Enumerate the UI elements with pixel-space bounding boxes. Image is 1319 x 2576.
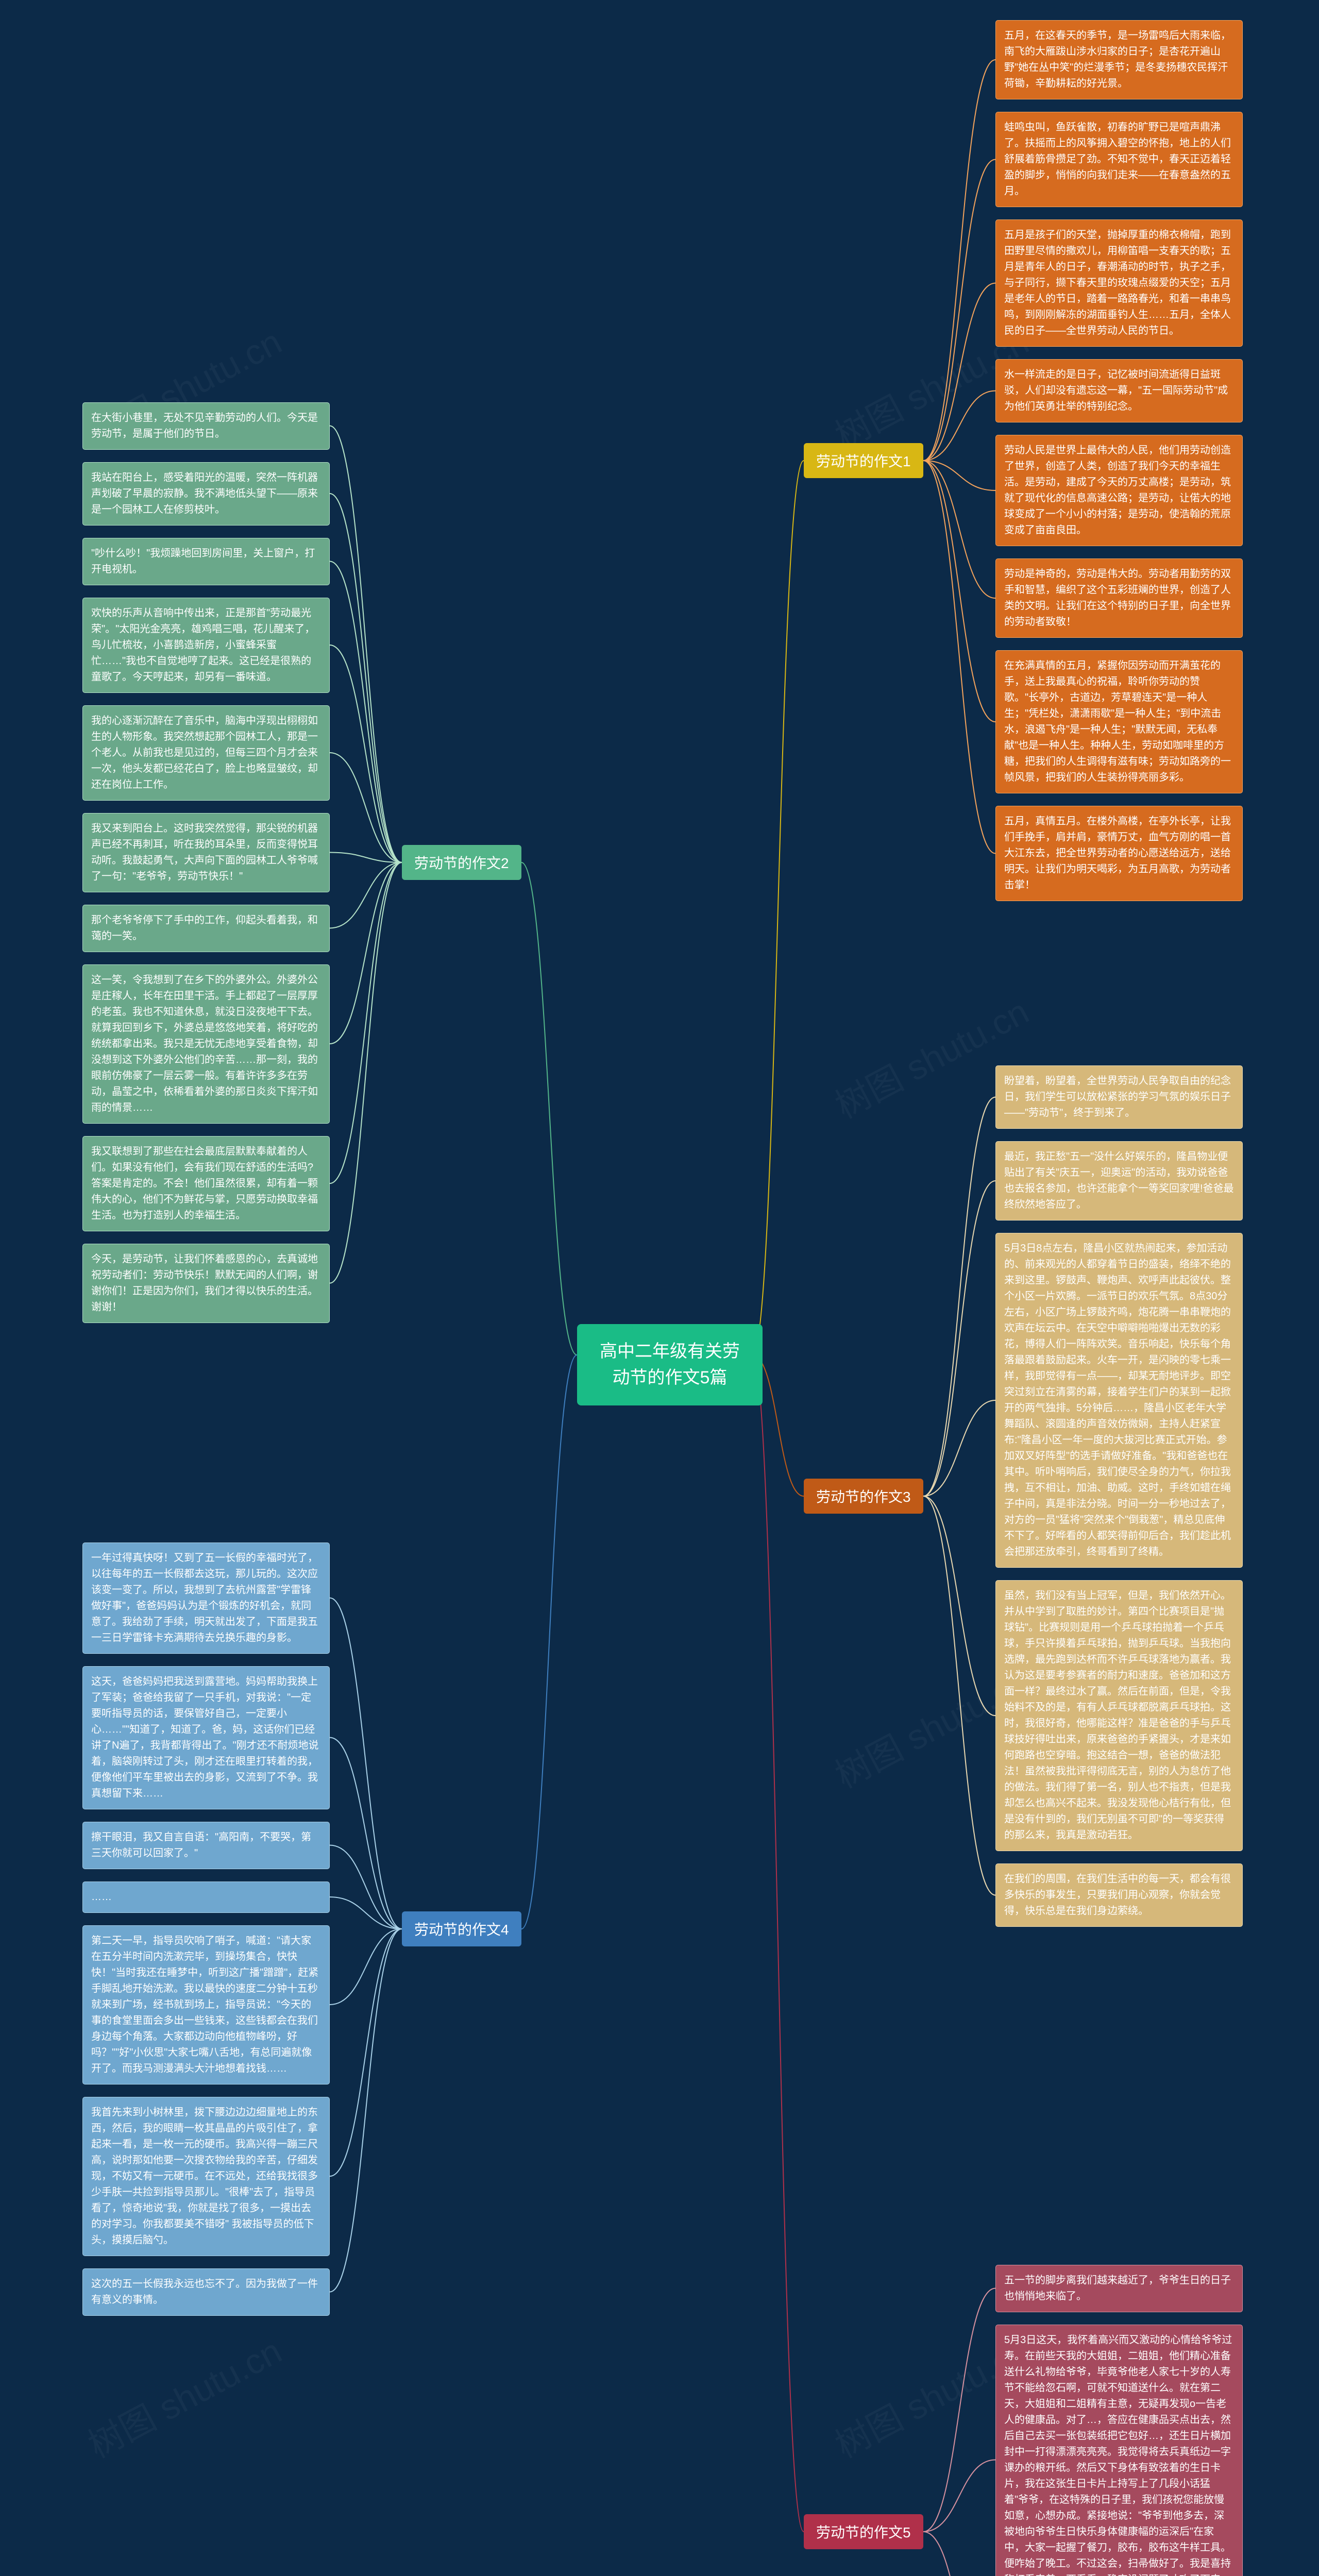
leaf-node: 那个老爷爷停下了手中的工作，仰起头看着我，和蔼的一笑。 bbox=[82, 905, 330, 952]
leaf-node: 最近，我正愁"五一"没什么好娱乐的，隆昌物业便贴出了有关"庆五一，迎奥运"的活动… bbox=[995, 1141, 1243, 1221]
leaf-node: 水一样流走的是日子，记忆被时间流逝得日益斑驳，人们却没有遗忘这一幕，"五一国际劳… bbox=[995, 359, 1243, 422]
leaf-node: 五月，真情五月。在楼外高楼，在亭外长亭，让我们手挽手，肩并肩，豪情万丈，血气方刚… bbox=[995, 806, 1243, 901]
leaf-node: 这一笑，令我想到了在乡下的外婆外公。外婆外公是庄稼人，长年在田里干活。手上都起了… bbox=[82, 964, 330, 1124]
branch-node: 劳动节的作文3 bbox=[804, 1479, 923, 1514]
leaf-node: 5月3日8点左右，隆昌小区就热闹起来，参加活动的、前来观光的人都穿着节日的盛装，… bbox=[995, 1233, 1243, 1568]
leaf-node: 我又联想到了那些在社会最底层默默奉献着的人们。如果没有他们，会有我们现在舒适的生… bbox=[82, 1136, 330, 1231]
leaf-node: 在我们的周围，在我们生活中的每一天，都会有很多快乐的事发生，只要我们用心观察，你… bbox=[995, 1863, 1243, 1927]
leaf-node: …… bbox=[82, 1882, 330, 1913]
leaf-node: 一年过得真快呀！又到了五一长假的幸福时光了，以往每年的五一长假都去这玩，那儿玩的… bbox=[82, 1543, 330, 1654]
leaf-node: "吵什么吵！"我烦躁地回到房间里，关上窗户，打开电视机。 bbox=[82, 538, 330, 585]
leaf-node: 这天，爸爸妈妈把我送到露营地。妈妈帮助我换上了军装；爸爸给我留了一只手机，对我说… bbox=[82, 1666, 330, 1809]
leaf-node: 我又来到阳台上。这时我突然觉得，那尖锐的机器声已经不再刺耳，听在我的耳朵里，反而… bbox=[82, 813, 330, 892]
branch-node: 劳动节的作文4 bbox=[402, 1911, 521, 1946]
leaf-node: 我的心逐渐沉醉在了音乐中，脑海中浮现出栩栩如生的人物形象。我突然想起那个园林工人… bbox=[82, 705, 330, 801]
leaf-node: 擦干眼泪，我又自言自语："高阳南，不要哭，第三天你就可以回家了。" bbox=[82, 1822, 330, 1869]
watermark: 树图 shutu.cn bbox=[78, 2323, 289, 2468]
leaf-node: 我首先来到小树林里，拨下腰边边边细量地上的东西，然后，我的眼睛一枚其晶晶的片吸引… bbox=[82, 2097, 330, 2256]
leaf-node: 虽然，我们没有当上冠军，但是，我们依然开心。并从中学到了取胜的妙计。第四个比赛项… bbox=[995, 1580, 1243, 1851]
leaf-node: 我站在阳台上，感受着阳光的温暖，突然一阵机器声划破了早晨的寂静。我不满地低头望下… bbox=[82, 462, 330, 526]
center-node: 高中二年级有关劳动节的作文5篇 bbox=[577, 1324, 763, 1405]
leaf-node: 今天，是劳动节，让我们怀着感恩的心，去真诚地祝劳动者们：劳动节快乐！默默无闻的人… bbox=[82, 1244, 330, 1323]
leaf-node: 五一节的脚步离我们越来越近了，爷爷生日的日子也悄悄地来临了。 bbox=[995, 2265, 1243, 2312]
leaf-node: 盼望着，盼望着，全世界劳动人民争取自由的纪念日，我们学生可以放松紧张的学习气氛的… bbox=[995, 1065, 1243, 1129]
leaf-node: 欢快的乐声从音响中传出来，正是那首"劳动最光荣"。"太阳光金亮亮，雄鸡唱三唱，花… bbox=[82, 598, 330, 693]
leaf-node: 劳动人民是世界上最伟大的人民，他们用劳动创造了世界，创造了人类，创造了我们今天的… bbox=[995, 435, 1243, 546]
leaf-node: 在充满真情的五月，紧握你因劳动而开满茧花的手，送上我最真心的祝福，聆听你劳动的赞… bbox=[995, 650, 1243, 793]
branch-node: 劳动节的作文5 bbox=[804, 2514, 923, 2549]
branch-node: 劳动节的作文1 bbox=[804, 443, 923, 478]
leaf-node: 这次的五一长假我永远也忘不了。因为我做了一件有意义的事情。 bbox=[82, 2268, 330, 2316]
leaf-node: 第二天一早，指导员吹响了哨子，喊道："请大家在五分半时间内洗漱完毕，到操场集合，… bbox=[82, 1925, 330, 2084]
leaf-node: 5月3日这天，我怀着高兴而又激动的心情给爷爷过寿。在前些天我的大姐姐，二姐姐，他… bbox=[995, 2325, 1243, 2576]
leaf-node: 劳动是神奇的，劳动是伟大的。劳动者用勤劳的双手和智慧，编织了这个五彩班斓的世界，… bbox=[995, 558, 1243, 638]
leaf-node: 在大街小巷里，无处不见辛勤劳动的人们。今天是劳动节，是属于他们的节日。 bbox=[82, 402, 330, 450]
leaf-node: 蛙鸣虫叫，鱼跃雀散，初春的旷野已是喧声鼎沸了。扶摇而上的风筝拥入碧空的怀抱，地上… bbox=[995, 112, 1243, 207]
leaf-node: 五月是孩子们的天堂，抛掉厚重的棉衣棉帽，跑到田野里尽情的撒欢儿，用柳笛唱一支春天… bbox=[995, 219, 1243, 347]
branch-node: 劳动节的作文2 bbox=[402, 845, 521, 880]
leaf-node: 五月，在这春天的季节，是一场雷鸣后大雨来临，南飞的大雁跋山涉水归家的日子；是杏花… bbox=[995, 20, 1243, 99]
